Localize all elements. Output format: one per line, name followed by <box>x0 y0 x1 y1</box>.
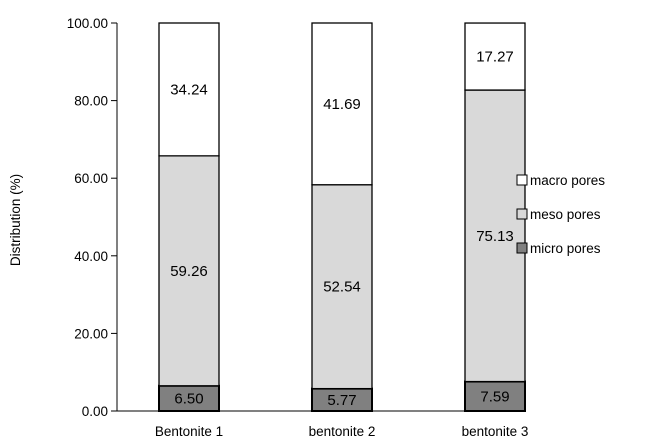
data-label-meso-pores-1: 59.26 <box>170 263 208 280</box>
legend-swatch-meso-pores <box>516 208 528 220</box>
bar-segment-macro-pores-3 <box>464 22 526 91</box>
data-label-macro-pores-3: 17.27 <box>476 49 514 66</box>
bar-segment-meso-pores-3 <box>464 89 526 383</box>
x-tick-label: Bentonite 1 <box>155 424 223 439</box>
y-tick-label: 80.00 <box>74 94 108 109</box>
data-label-macro-pores-1: 34.24 <box>170 81 208 98</box>
x-tick-label: bentonite 3 <box>462 424 529 439</box>
legend-label-macro-pores: macro pores <box>530 173 605 188</box>
y-tick-label: 20.00 <box>74 326 108 341</box>
y-tick-label: 0.00 <box>82 404 108 419</box>
y-axis-title: Distribution (%) <box>8 174 23 266</box>
legend-swatch-macro-pores <box>516 174 528 186</box>
data-label-meso-pores-2: 52.54 <box>323 279 361 296</box>
legend-label-meso-pores: meso pores <box>530 207 601 222</box>
data-label-micro-pores-3: 7.59 <box>480 388 509 405</box>
bar-segment-macro-pores-1 <box>158 22 220 157</box>
data-label-meso-pores-3: 75.13 <box>476 228 514 245</box>
bar-segment-meso-pores-2 <box>311 184 373 390</box>
bar-segment-meso-pores-1 <box>158 155 220 387</box>
axes: Bentonite 1 bentonite 2 bentonite 3 0.00 20.… <box>67 16 529 439</box>
data-label-macro-pores-2: 41.69 <box>323 96 361 113</box>
legend-swatch-micro-pores <box>516 242 528 254</box>
x-tick-label: bentonite 2 <box>309 424 376 439</box>
y-tick-label: 40.00 <box>74 249 108 264</box>
y-tick-label: 60.00 <box>74 171 108 186</box>
data-label-micro-pores-2: 5.77 <box>327 392 356 409</box>
legend: macro pores meso pores micro pores <box>516 173 605 256</box>
y-tick-label: 100.00 <box>67 16 108 31</box>
legend-label-micro-pores: micro pores <box>530 241 601 256</box>
plot-area: 6.50 59.26 34.24 5.77 52.54 41.69 7.59 75.13 17.… <box>158 22 526 413</box>
data-label-micro-pores-1: 6.50 <box>174 390 203 407</box>
bar-segment-macro-pores-2 <box>311 22 373 186</box>
